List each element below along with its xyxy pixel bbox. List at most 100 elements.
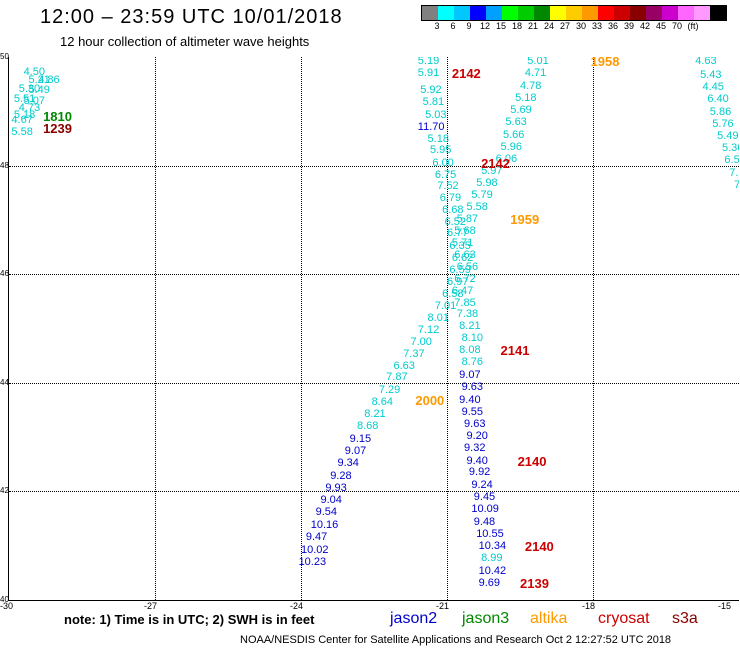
wave-height-label: 5.97 — [481, 165, 503, 178]
wave-height-label: 9.63 — [464, 418, 486, 431]
wave-height-label: 5.87 — [456, 212, 479, 225]
wave-height-label: 5.95 — [429, 144, 452, 157]
legend-altika: altika — [530, 610, 568, 627]
wave-height-label: 5.91 — [417, 67, 440, 80]
wave-height-label: 8.21 — [459, 320, 481, 333]
color-scale-cell — [534, 6, 550, 20]
wave-height-label: 10.42 — [478, 564, 507, 577]
wave-height-label: 8.08 — [459, 344, 481, 357]
wave-height-label: 8.01 — [427, 311, 449, 324]
latitude-gridline — [9, 165, 739, 167]
wave-height-label: 6.72 — [454, 272, 476, 285]
longitude-tick-label: -27 — [144, 601, 158, 611]
pass-time-label: 2142 — [481, 155, 510, 171]
wave-height-label: 9.28 — [330, 469, 352, 482]
wave-height-label: 5.03 — [425, 108, 447, 121]
wave-height-label: 9.48 — [473, 515, 496, 528]
longitude-gridline — [301, 57, 302, 600]
wave-height-label: 6.62 — [451, 251, 474, 264]
wave-height-label: 5.76 — [712, 117, 734, 130]
wave-height-label: 7 — [734, 179, 739, 191]
wave-height-label: 6.06 — [495, 153, 518, 166]
wave-height-label: 9.40 — [466, 454, 488, 467]
wave-height-label: 5.19 — [417, 57, 440, 68]
wave-height-label: 9.07 — [459, 368, 481, 381]
wave-height-label: 6.77 — [447, 227, 469, 240]
wave-height-label: 5.92 — [420, 83, 442, 96]
color-scale-cell — [566, 6, 582, 20]
color-scale-cell — [582, 6, 598, 20]
latitude-tick-label: 46 — [0, 269, 9, 279]
color-scale-label: 24 — [543, 21, 554, 31]
wave-height-label: 7.87 — [386, 371, 408, 384]
color-scale-cell — [694, 6, 710, 20]
color-scale-label: 12 — [479, 21, 490, 31]
wave-height-label: 4.67 — [11, 114, 33, 127]
wave-height-label: 4.86 — [38, 74, 60, 87]
wave-height-label: 7.85 — [454, 296, 476, 309]
latitude-tick-label: 50 — [0, 52, 9, 61]
longitude-tick-label: -15 — [718, 601, 732, 611]
wave-height-label: 7.38 — [456, 308, 479, 321]
longitude-tick-label: -21 — [436, 601, 450, 611]
wave-height-label: 6.52 — [444, 215, 466, 228]
wave-height-label: 10.23 — [298, 555, 327, 568]
wave-height-label: 5.66 — [502, 128, 525, 141]
wave-height-label: 7.37 — [403, 347, 425, 360]
wave-height-label: 9.92 — [468, 466, 491, 479]
color-scale-cell — [550, 6, 566, 20]
wave-height-label: 7.12 — [417, 323, 440, 336]
wave-height-label: 5.98 — [476, 177, 498, 190]
color-scale-label: 18 — [511, 21, 522, 31]
wave-height-label: 8.68 — [356, 420, 379, 433]
wave-height-label: 5.43 — [700, 69, 722, 81]
color-scale-cell — [630, 6, 646, 20]
wave-height-label: 7.01 — [434, 299, 457, 312]
longitude-gridline — [447, 57, 448, 600]
color-scale-label: (ft) — [687, 21, 699, 31]
color-scale-label: 39 — [623, 21, 634, 31]
wave-height-label: 10.09 — [471, 503, 499, 516]
wave-height-label: 10.16 — [310, 518, 339, 531]
wave-height-label: 5.79 — [471, 189, 493, 201]
pass-time-label: 1959 — [510, 211, 540, 227]
wave-height-label: 5.68 — [454, 224, 476, 237]
wave-height-label: 5.18 — [515, 92, 537, 105]
latitude-tick-label: 42 — [0, 486, 9, 496]
legend-s3a: s3a — [672, 610, 698, 627]
wave-height-label: 4.63 — [695, 57, 717, 68]
legend-cryosat: cryosat — [598, 610, 650, 627]
wave-height-label: 10.02 — [301, 543, 329, 556]
wave-height-label: 5.86 — [709, 105, 732, 118]
wave-height-label: 5.49 — [28, 83, 50, 96]
legend-jason2: jason2 — [390, 610, 438, 627]
wave-height-label: 9.69 — [478, 576, 501, 589]
color-scale-cell — [614, 6, 630, 20]
pass-time-label: 2000 — [415, 392, 445, 408]
wave-height-label: 8.99 — [481, 552, 503, 565]
pass-time-label: 1810 — [43, 108, 72, 124]
wave-height-label: 5.36 — [721, 142, 739, 155]
latitude-tick-label: 48 — [0, 160, 9, 170]
latitude-tick-label: 40 — [0, 595, 9, 604]
wave-height-label: 8.76 — [461, 356, 484, 369]
wave-height-label: 5.30 — [18, 82, 41, 95]
wave-height-label: 7.52 — [437, 180, 459, 193]
wave-height-label: 6.68 — [442, 203, 464, 216]
page-subtitle: 12 hour collection of altimeter wave hei… — [60, 34, 310, 49]
color-scale-label: 33 — [591, 21, 602, 31]
wave-height-label: 9.55 — [461, 405, 484, 418]
wave-height-label: 5.71 — [451, 236, 474, 249]
wave-height-label: 5.18 — [427, 132, 449, 145]
wave-height-label: 7. — [729, 166, 739, 179]
wave-height-label: 9.93 — [325, 481, 347, 494]
wave-height-label: 6.35 — [449, 240, 471, 253]
wave-height-label: 8.21 — [364, 408, 386, 421]
latitude-gridline — [9, 274, 739, 276]
wave-height-label: 9.40 — [459, 393, 481, 406]
color-scale-label: 70 — [671, 21, 682, 31]
pass-time-label: 2140 — [517, 453, 547, 469]
wave-height-label: 10.55 — [476, 527, 504, 540]
latitude-tick-label: 44 — [0, 377, 9, 387]
